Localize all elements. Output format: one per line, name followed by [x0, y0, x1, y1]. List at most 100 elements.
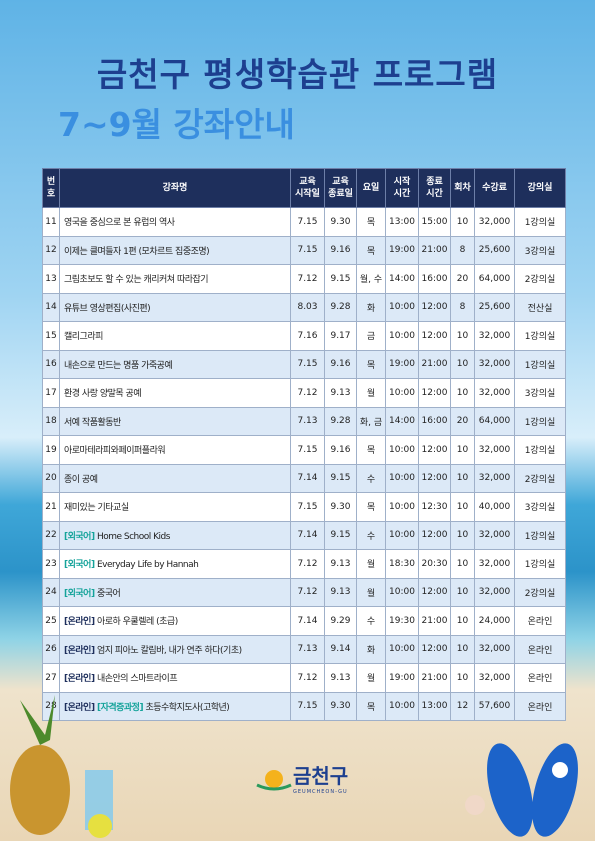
course-tag: [온라인] — [64, 702, 95, 713]
cell: 9.16 — [324, 435, 357, 465]
cell: 10:00 — [385, 634, 419, 664]
cell: 10 — [450, 492, 475, 522]
cell: 3강의실 — [514, 235, 566, 265]
row-number: 22 — [42, 520, 60, 550]
cell: 월 — [356, 549, 386, 579]
row: 14 유튜브 영상편집(사진편) 8.03 9.28 화 10:00 12:00 8 25,60… — [42, 292, 566, 322]
course-tag: [온라인] — [64, 645, 95, 656]
column-header: 번 호 — [42, 168, 60, 208]
cell: 32,000 — [474, 663, 515, 693]
row: 24 [외국어] 중국어 7.12 9.13 월 10:00 12:00 10 32,000 2강… — [42, 577, 566, 607]
cell: 32,000 — [474, 435, 515, 465]
row-number: 28 — [42, 691, 60, 721]
cell: 19:30 — [385, 606, 419, 636]
course-name: 유튜브 영상편집(사진편) — [59, 292, 291, 322]
cell: 7.14 — [290, 606, 325, 636]
row-number: 14 — [42, 292, 60, 322]
course-title: 초등수학지도사(고학년) — [145, 702, 230, 713]
course-tag: [온라인] — [64, 674, 95, 685]
cell: 10 — [450, 520, 475, 550]
cell: 12:00 — [418, 378, 451, 408]
row-number: 24 — [42, 577, 60, 607]
cell: 10 — [450, 349, 475, 379]
cell: 24,000 — [474, 606, 515, 636]
cell: 10:00 — [385, 321, 419, 351]
row: 19 아로마테라피와페이퍼플라워 7.15 9.16 목 10:00 12:00 10 32,0… — [42, 435, 566, 465]
cell: 12:30 — [418, 492, 451, 522]
cell: 15:00 — [418, 207, 451, 237]
course-name: [온라인] 아로하 우쿨렐레 (초급) — [59, 606, 291, 636]
cell: 19:00 — [385, 663, 419, 693]
course-title: 중국어 — [96, 588, 121, 599]
course-name: 내손으로 만드는 명품 가죽공예 — [59, 349, 291, 379]
row-number: 12 — [42, 235, 60, 265]
cell: 12:00 — [418, 321, 451, 351]
course-title: 내손안의 스마트라이프 — [96, 674, 178, 685]
cell: 20:30 — [418, 549, 451, 579]
cell: 9.17 — [324, 321, 357, 351]
cell: 금 — [356, 321, 386, 351]
lemon — [88, 814, 112, 838]
row-number: 21 — [42, 492, 60, 522]
cell: 25,600 — [474, 292, 515, 322]
cell: 9.30 — [324, 207, 357, 237]
course-name: [온라인] 내손안의 스마트라이프 — [59, 663, 291, 693]
cell: 32,000 — [474, 207, 515, 237]
course-name: 종이 공예 — [59, 463, 291, 493]
course-title: Home School Kids — [96, 531, 170, 542]
cell: 7.15 — [290, 492, 325, 522]
logo-roman: GEUMCHEON-GU — [293, 789, 348, 795]
cell: 7.14 — [290, 463, 325, 493]
course-name: 캘리그라피 — [59, 321, 291, 351]
cell: 13:00 — [385, 207, 419, 237]
cell: 9.16 — [324, 235, 357, 265]
cell: 10 — [450, 606, 475, 636]
cell: 전산실 — [514, 292, 566, 322]
cell: 월, 수 — [356, 264, 386, 294]
column-header: 수강료 — [474, 168, 515, 208]
cell: 14:00 — [385, 264, 419, 294]
cell: 64,000 — [474, 264, 515, 294]
row-number: 15 — [42, 321, 60, 351]
cell: 21:00 — [418, 606, 451, 636]
cell: 7.12 — [290, 577, 325, 607]
cell: 10:00 — [385, 691, 419, 721]
cell: 화, 금 — [356, 406, 386, 436]
cell: 32,000 — [474, 321, 515, 351]
cell: 10 — [450, 207, 475, 237]
cell: 32,000 — [474, 520, 515, 550]
cell: 수 — [356, 520, 386, 550]
course-title: 유튜브 영상편집(사진편) — [64, 303, 151, 314]
cell: 8 — [450, 292, 475, 322]
flipflop — [487, 743, 533, 837]
flipflop — [532, 743, 578, 837]
cell: 월 — [356, 378, 386, 408]
cell: 화 — [356, 634, 386, 664]
cell: 9.15 — [324, 463, 357, 493]
row: 21 재미있는 기타교실 7.15 9.30 목 10:00 12:30 10 40,000 3강… — [42, 492, 566, 522]
cell: 3강의실 — [514, 378, 566, 408]
cell: 21:00 — [418, 663, 451, 693]
course-name: 그림초보도 할 수 있는 캐리커쳐 따라잡기 — [59, 264, 291, 294]
course-name: [온라인] [자격증과정] 초등수학지도사(고학년) — [59, 691, 291, 721]
cell: 32,000 — [474, 577, 515, 607]
cell: 32,000 — [474, 634, 515, 664]
cell: 2강의실 — [514, 463, 566, 493]
cell: 월 — [356, 577, 386, 607]
cell: 12:00 — [418, 577, 451, 607]
cell: 9.13 — [324, 577, 357, 607]
header-row: 번 호 강좌명 교육 시작일 교육 종료일 요일 시작 시간 종료 시간 회차 수강료 강의실 — [42, 168, 566, 208]
course-name: [외국어] Everyday Life by Hannah — [59, 549, 291, 579]
logo-name: 금천구 — [293, 764, 349, 788]
cell: 7.15 — [290, 349, 325, 379]
cell: 1강의실 — [514, 406, 566, 436]
cell: 10 — [450, 435, 475, 465]
course-name: 환경 사랑 양말목 공예 — [59, 378, 291, 408]
course-name: 서예 작품활동반 — [59, 406, 291, 436]
cell: 9.28 — [324, 292, 357, 322]
cell: 10:00 — [385, 520, 419, 550]
cell: 10 — [450, 577, 475, 607]
course-table: 번 호 강좌명 교육 시작일 교육 종료일 요일 시작 시간 종료 시간 회차 수강료 강의실 11… — [42, 168, 566, 721]
cell: 7.16 — [290, 321, 325, 351]
cell: 온라인 — [514, 606, 566, 636]
